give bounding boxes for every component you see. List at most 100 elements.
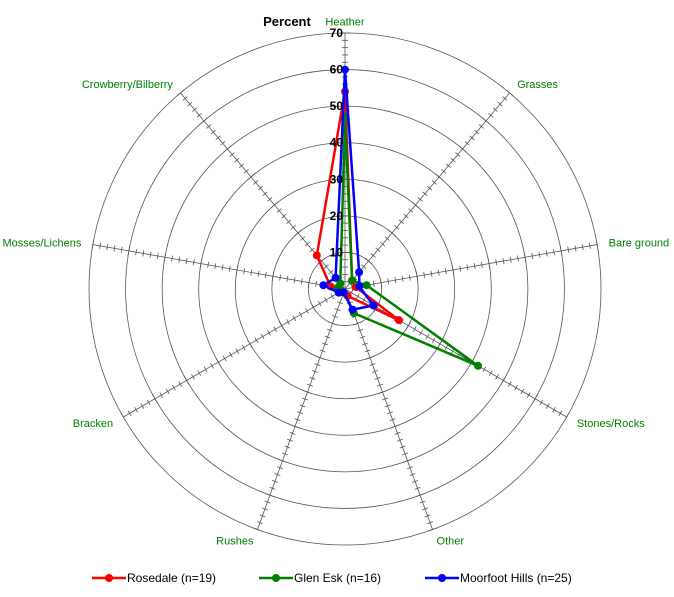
axis-tick (372, 280, 375, 287)
axis-tick (415, 493, 425, 498)
axis-tick (411, 201, 420, 209)
axis-tick (292, 315, 297, 322)
axis-tick (172, 384, 176, 391)
radial-tick-label: 20 (330, 209, 344, 223)
axis-tick (539, 399, 544, 406)
axis-tick (176, 89, 185, 97)
axis-tick (259, 514, 266, 518)
axis-tick (545, 250, 548, 257)
axis-tick (422, 191, 428, 196)
axis-tick (171, 255, 174, 262)
axis-tick (261, 507, 268, 511)
data-point (348, 276, 357, 285)
axis-tick (441, 169, 447, 174)
data-point (474, 361, 483, 370)
axis-tick (487, 258, 491, 269)
axis-tick (191, 373, 195, 380)
axis-tick (425, 333, 430, 340)
axis-tick (509, 256, 512, 263)
radial-tick-labels: 10 20 30 40 50 60 70 (330, 26, 344, 259)
axis-tick (558, 410, 563, 417)
category-label: Rushes (216, 536, 254, 548)
axis-tick (282, 452, 288, 456)
axis-tick (502, 96, 508, 101)
axis-tick (474, 129, 480, 135)
axis-tick (287, 438, 293, 442)
axis-tick (330, 293, 335, 300)
axis-tick (516, 255, 519, 262)
data-point (355, 268, 364, 277)
axis-tick (207, 261, 210, 268)
axis-tick (220, 141, 226, 146)
axis-tick (197, 370, 202, 376)
axis-tick (563, 412, 570, 422)
axis-tick (269, 486, 276, 490)
legend-label: Rosedale (n=19) (127, 571, 216, 585)
axis-tick (297, 411, 303, 415)
axis-tick (196, 113, 202, 118)
axis-tick (182, 96, 188, 101)
category-label: Crowberry/Bilberry (82, 79, 174, 91)
axis-tick (407, 466, 413, 470)
axis-tick (91, 239, 95, 250)
axis-tick (473, 263, 476, 270)
legend-label: Moorfoot Hills (n=25) (460, 571, 572, 585)
axis-tick (357, 328, 363, 332)
axis-tick (505, 89, 514, 97)
axis-tick (156, 252, 159, 260)
axis-tick (500, 375, 507, 385)
axis-tick (210, 363, 214, 369)
axis-tick (113, 245, 116, 252)
axis-tick (481, 117, 491, 125)
data-point (394, 316, 403, 325)
axis-tick (278, 321, 285, 331)
axis-tick (377, 390, 388, 395)
axis-tick (289, 431, 296, 435)
axis-tick (214, 263, 217, 270)
axis-tick (222, 355, 227, 362)
axis-spoke (344, 288, 433, 530)
axis-tick (284, 445, 291, 449)
axis-tick (488, 113, 494, 118)
axis-tick (243, 169, 249, 174)
axis-tick (382, 397, 388, 401)
axis-tick (545, 403, 550, 409)
axis-spoke (123, 288, 346, 418)
axis-tick (334, 308, 341, 312)
axis-tick (235, 348, 240, 354)
category-label: Other (437, 536, 465, 548)
data-point (336, 279, 345, 288)
axis-tick (120, 412, 127, 422)
axis-tick (394, 277, 397, 284)
axis-tick (215, 135, 221, 140)
axis-tick (444, 344, 449, 351)
axis-tick (302, 390, 313, 395)
axis-tick (140, 403, 145, 409)
axis-tick (332, 315, 338, 318)
axis-spoke (344, 288, 567, 418)
data-point (319, 281, 328, 290)
axis-tick (300, 278, 303, 285)
axis-tick (309, 247, 315, 253)
axis-tick (290, 424, 300, 429)
axis-tick (134, 406, 138, 413)
axis-tick (299, 404, 306, 408)
axis-tick (402, 452, 408, 456)
axis-tick (394, 431, 401, 435)
category-labels: Heather Grasses Bare ground Stones/Rocks Oth… (2, 16, 669, 547)
legend-swatch-marker (272, 574, 280, 582)
data-point (355, 282, 364, 291)
axis-tick (403, 213, 409, 219)
axis-tick (337, 301, 343, 305)
axis-tick (257, 270, 260, 277)
axis-tick (526, 392, 531, 398)
axis-tick (574, 245, 577, 252)
axis-tick (178, 256, 181, 263)
axis-tick (146, 399, 151, 406)
axis-tick (581, 244, 584, 251)
axis-tick (423, 272, 426, 279)
axis-spoke (180, 92, 346, 290)
axis-tick (276, 208, 282, 213)
axis-tick (267, 197, 273, 202)
axis-tick (149, 251, 152, 258)
